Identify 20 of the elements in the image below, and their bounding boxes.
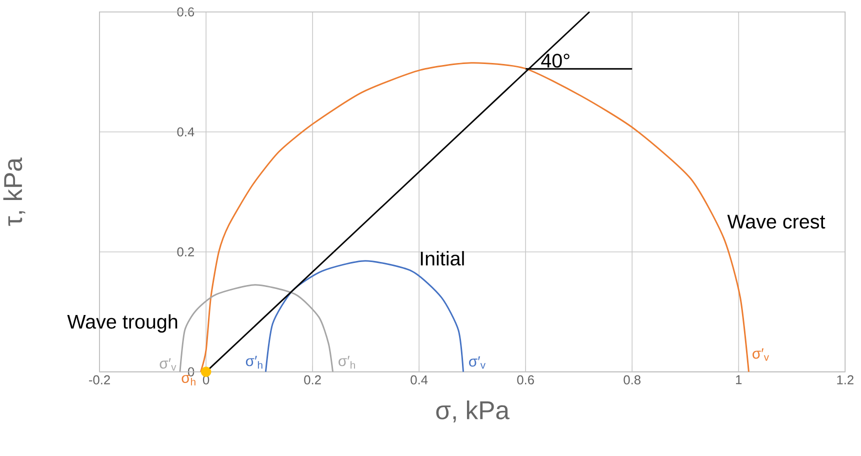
y-tick-label: 0.2: [177, 247, 194, 256]
annotation: σ′$_{v}$: [469, 356, 486, 369]
series-label: Initial: [420, 251, 464, 266]
annotation: σ′$_{v}$: [160, 358, 176, 371]
x-tick-label: -0.2: [89, 375, 110, 384]
x-tick-label: 1.2: [837, 375, 854, 384]
annotation: σ′$_{h}$: [338, 356, 355, 369]
y-tick-label: 0.4: [177, 127, 194, 136]
x-axis-title: σ, kPa: [436, 400, 510, 422]
annotation: σ′$_{v}$: [752, 348, 769, 361]
series-label: Wave crest: [727, 214, 826, 229]
x-tick-label: 0.2: [304, 375, 321, 384]
series-label: Wave trough: [67, 314, 178, 333]
x-tick-label: 1: [736, 375, 742, 384]
x-tick-label: 0.4: [410, 375, 428, 384]
y-axis-title: τ, kPa: [3, 157, 26, 226]
x-tick-label: 0.6: [517, 375, 534, 384]
annotation: 40°: [541, 54, 570, 68]
annotation: σ′$_{h}$: [246, 356, 262, 369]
x-tick-label: 0.8: [624, 375, 640, 384]
